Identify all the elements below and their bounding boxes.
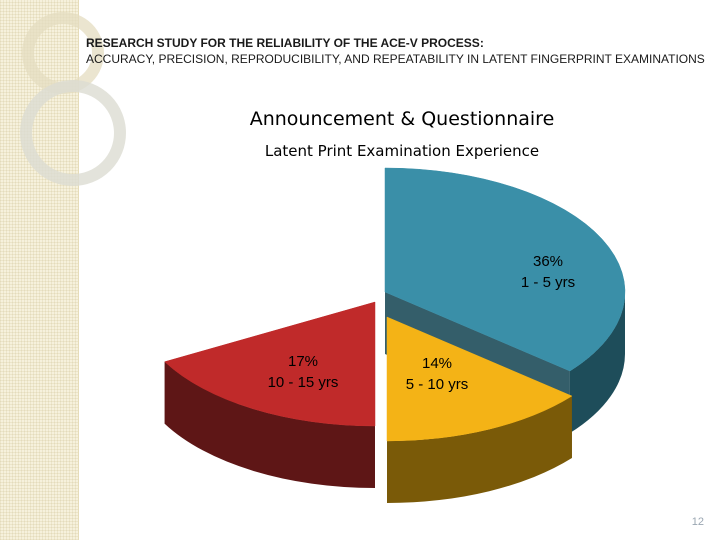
pie-label-category-0: 1 - 5 yrs [521,274,575,291]
pie-label-category-1: 5 - 10 yrs [406,376,469,393]
pie-slice-1 [386,316,573,442]
pie-slice-wall-2 [164,361,375,488]
pie-slice-wall-0 [569,292,625,434]
pie-slice-2 [164,301,376,427]
pie-label-percent-1: 14% [422,355,452,372]
pie-label-category-2: 10 - 15 yrs [268,374,339,391]
pie-label-percent-0: 36% [533,253,563,270]
pie-label-1: 14% 5 - 10 yrs [406,355,469,393]
pie-slice-tops [164,167,626,442]
pie-label-2: 17% 10 - 15 yrs [268,353,339,391]
pie-label-0: 36% 1 - 5 yrs [521,253,575,291]
chart-title: Announcement & Questionnaire [249,108,555,130]
page-number: 12 [691,516,704,528]
chart-subtitle: Latent Print Examination Experience [264,142,540,160]
pie-slice-wall-1 [387,396,572,503]
strip-divider [78,0,79,540]
pie-slice-0 [384,167,626,372]
slide-subtitle: ACCURACY, PRECISION, REPRODUCIBILITY, AN… [86,52,705,66]
slide-title: RESEARCH STUDY FOR THE RELIABILITY OF TH… [86,36,484,50]
slide-heading: RESEARCH STUDY FOR THE RELIABILITY OF TH… [86,36,706,67]
pie-label-percent-2: 17% [288,353,318,370]
